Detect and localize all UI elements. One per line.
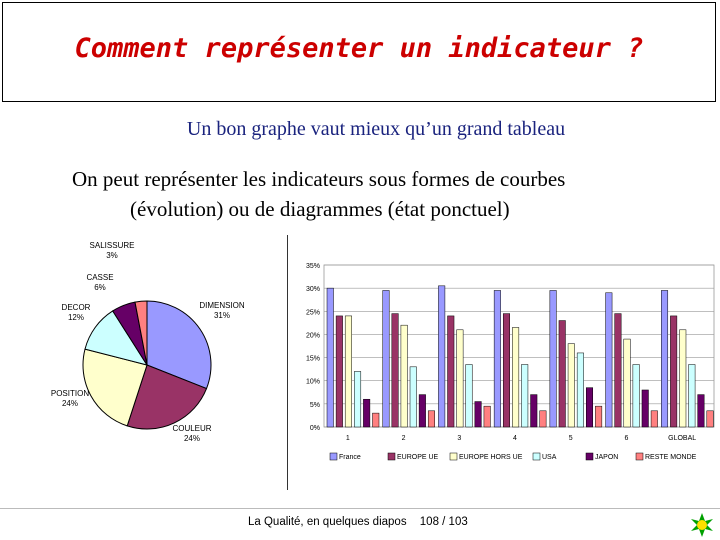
bar-5-europe-ue bbox=[558, 320, 566, 428]
x-tick-label: GLOBAL bbox=[668, 435, 696, 442]
bar-2-europe-ue bbox=[391, 313, 399, 428]
y-tick-label: 15% bbox=[306, 356, 320, 363]
pie-percent: 12% bbox=[68, 313, 84, 322]
bar-5-france bbox=[549, 290, 557, 428]
bar-6-reste-monde bbox=[650, 410, 658, 428]
y-tick-label: 20% bbox=[306, 332, 320, 339]
slide-title: Comment représenter un indicateur ? bbox=[74, 33, 644, 64]
bar-5-usa bbox=[576, 352, 584, 428]
bar-6-usa bbox=[632, 364, 640, 428]
x-tick-label: 2 bbox=[402, 435, 406, 442]
body-text-line-1: On peut représenter les indicateurs sous… bbox=[72, 167, 566, 191]
bar-5-europe-hors-ue bbox=[567, 343, 575, 428]
body-text-line-2: (évolution) ou de diagrammes (état ponct… bbox=[130, 197, 510, 221]
bar-3-europe-hors-ue bbox=[456, 329, 464, 428]
x-tick-label: 3 bbox=[457, 435, 461, 442]
sun-logo-icon bbox=[691, 513, 713, 537]
bar-3-japon bbox=[474, 401, 482, 428]
x-tick-label: 1 bbox=[346, 435, 350, 442]
bar-4-japon bbox=[530, 394, 538, 428]
bar-2-france bbox=[382, 290, 390, 428]
legend-swatch bbox=[449, 452, 458, 461]
legend-swatch bbox=[635, 452, 644, 461]
bar-6-france bbox=[605, 292, 613, 428]
bar-4-reste-monde bbox=[539, 410, 547, 428]
bar-1-reste-monde bbox=[372, 412, 380, 428]
bar-global-reste-monde bbox=[706, 410, 714, 428]
legend-label: JAPON bbox=[595, 454, 618, 461]
pie-percent: 24% bbox=[184, 434, 200, 443]
bar-6-japon bbox=[641, 389, 649, 428]
legend-swatch bbox=[532, 452, 541, 461]
legend-swatch bbox=[329, 452, 338, 461]
bar-5-japon bbox=[586, 387, 594, 428]
footer-divider bbox=[0, 508, 720, 509]
pie-percent: 6% bbox=[94, 283, 106, 292]
bar-6-europe-ue bbox=[614, 313, 622, 428]
y-tick-label: 5% bbox=[310, 402, 320, 409]
bar-3-reste-monde bbox=[483, 405, 491, 428]
bar-1-europe-ue bbox=[335, 315, 343, 428]
y-tick-label: 30% bbox=[306, 286, 320, 293]
legend-label: France bbox=[339, 454, 361, 461]
bar-3-france bbox=[438, 285, 446, 428]
footer: La Qualité, en quelques diapos 108 / 103 bbox=[248, 516, 468, 528]
x-tick-label: 4 bbox=[513, 435, 517, 442]
x-tick-label: 6 bbox=[624, 435, 628, 442]
bar-2-japon bbox=[418, 394, 426, 428]
pie-percent: 3% bbox=[106, 251, 118, 260]
x-tick-label: 5 bbox=[569, 435, 573, 442]
pie-label: POSITION bbox=[51, 389, 89, 398]
y-tick-label: 0% bbox=[310, 425, 320, 432]
pie-label: COULEUR bbox=[172, 424, 211, 433]
bar-chart: 0% 5% 10% 15% 20% 25% 30% 35% 1 2 3 4 5 6 GLOBAL France… bbox=[306, 263, 715, 461]
y-tick-label: 25% bbox=[306, 309, 320, 316]
pie-percent: 31% bbox=[214, 311, 230, 320]
pie-label: DIMENSION bbox=[199, 301, 245, 310]
bar-global-usa bbox=[688, 364, 696, 428]
bar-1-japon bbox=[363, 398, 371, 428]
legend-swatch bbox=[585, 452, 594, 461]
slide-subtitle: Un bon graphe vaut mieux qu’un grand tab… bbox=[186, 118, 566, 140]
pie-label: DECOR bbox=[62, 303, 91, 312]
pie-slice-salissure bbox=[134, 300, 148, 366]
bar-4-france bbox=[493, 290, 501, 428]
pie-label: SALISSURE bbox=[90, 241, 135, 250]
pie-chart: DIMENSION31%COULEUR24%POSITION24%DECOR12… bbox=[51, 241, 245, 443]
bar-4-europe-hors-ue bbox=[512, 327, 520, 428]
legend-label: RESTE MONDE bbox=[645, 454, 697, 461]
bar-1-europe-hors-ue bbox=[344, 315, 352, 428]
pie-percent: 24% bbox=[62, 399, 78, 408]
y-tick-label: 35% bbox=[306, 263, 320, 270]
y-tick-label: 10% bbox=[306, 379, 320, 386]
bar-global-europe-ue bbox=[670, 315, 678, 428]
bar-4-usa bbox=[521, 364, 529, 428]
footer-text: La Qualité, en quelques diapos bbox=[248, 516, 407, 528]
bar-5-reste-monde bbox=[595, 405, 603, 428]
bar-global-france bbox=[661, 290, 669, 428]
bar-3-usa bbox=[465, 364, 473, 428]
legend-label: EUROPE HORS UE bbox=[459, 454, 523, 461]
pie-slice-couleur bbox=[126, 364, 208, 430]
pie-label: CASSE bbox=[86, 273, 113, 282]
title-box: Comment représenter un indicateur ? bbox=[2, 2, 716, 102]
bar-global-europe-hors-ue bbox=[679, 329, 687, 428]
pie-slice-dimension bbox=[146, 300, 212, 390]
bar-3-europe-ue bbox=[447, 315, 455, 428]
legend-swatch bbox=[387, 452, 396, 461]
bar-1-france bbox=[326, 287, 334, 428]
bar-2-reste-monde bbox=[427, 410, 435, 428]
bar-4-europe-ue bbox=[502, 313, 510, 428]
bar-2-europe-hors-ue bbox=[400, 324, 408, 428]
bar-global-japon bbox=[697, 394, 705, 428]
bar-2-usa bbox=[409, 366, 417, 428]
legend-label: USA bbox=[542, 454, 557, 461]
legend-label: EUROPE UE bbox=[397, 454, 439, 461]
page-number: 108 / 103 bbox=[419, 516, 468, 528]
pie-slice-position bbox=[82, 348, 148, 427]
bar-1-usa bbox=[354, 371, 362, 428]
chart-divider bbox=[287, 235, 288, 490]
bar-6-europe-hors-ue bbox=[623, 338, 631, 428]
